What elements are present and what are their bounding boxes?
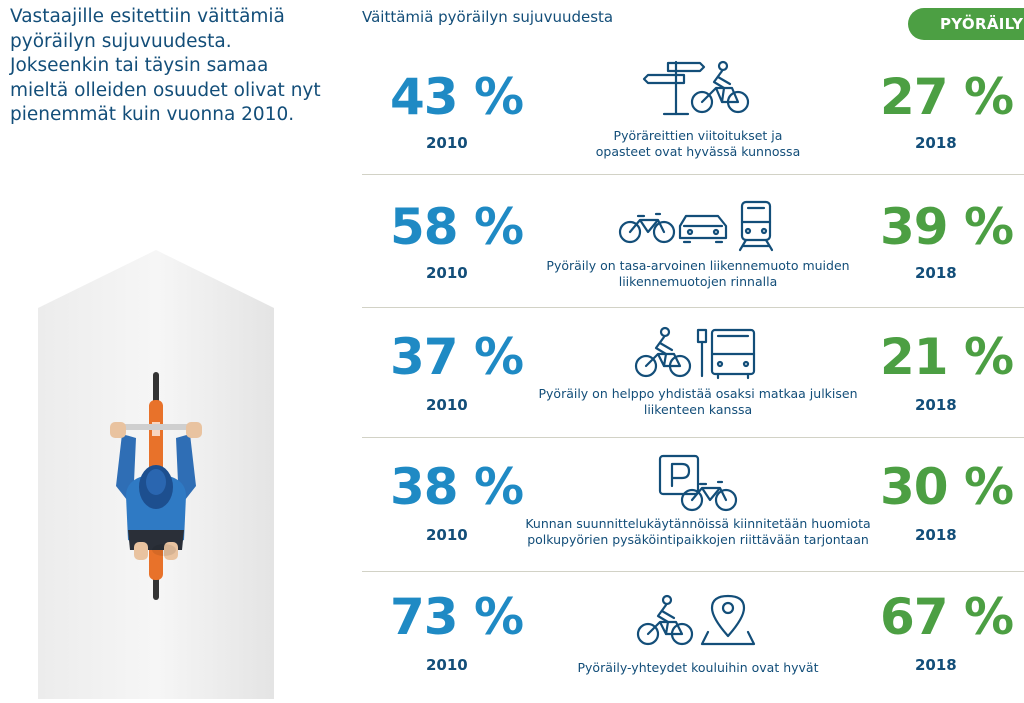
statement-icons [618, 198, 778, 252]
year-2018-label: 2018 [915, 134, 957, 152]
intro-line: Vastaajille esitettiin väittämiä [10, 6, 285, 27]
statement-icons [636, 592, 758, 648]
statement-row: 37 % 2010 Pyöräily on [362, 320, 1024, 435]
cyclist-icon [634, 326, 692, 378]
percent-2018: 21 % [880, 328, 1014, 386]
statement-caption: Kunnan suunnittelukäytännöissä kiinnitet… [522, 516, 874, 548]
parking-icon [658, 454, 700, 496]
category-badge: PYÖRÄILYN [908, 8, 1024, 40]
percent-2010: 73 % [390, 588, 524, 646]
cyclist-icon [690, 60, 750, 114]
intro-line: Jokseenkin tai täysin samaa [10, 55, 269, 76]
statement-caption: Pyöräreittien viitoitukset ja opasteet o… [522, 128, 874, 160]
row-divider [362, 174, 1024, 175]
cyclist-illustration [38, 250, 274, 703]
statement-row: 73 % 2010 Pyöräily-yhteydet kouluihin ov… [362, 582, 1024, 699]
caption-line: liikennemuotojen rinnalla [618, 274, 778, 289]
signpost-icon [642, 60, 706, 116]
year-2018-label: 2018 [915, 656, 957, 674]
statement-caption: Pyöräily on helppo yhdistää osaksi matka… [522, 386, 874, 418]
car-icon [678, 214, 728, 244]
row-divider [362, 571, 1024, 572]
caption-line: Kunnan suunnittelukäytännöissä kiinnitet… [525, 516, 871, 531]
percent-2010: 37 % [390, 328, 524, 386]
percent-2018: 39 % [880, 198, 1014, 256]
year-2010-label: 2010 [426, 396, 468, 414]
caption-line: Pyöräily on helppo yhdistää osaksi matka… [538, 386, 858, 401]
statement-caption: Pyöräily on tasa-arvoinen liikennemuoto … [522, 258, 874, 290]
caption-line: liikenteen kanssa [643, 402, 753, 417]
year-2010-label: 2010 [426, 134, 468, 152]
statement-row: 43 % 2010 Pyöräreittien viitoitukset ja … [362, 58, 1024, 173]
bicycle-icon [618, 212, 676, 244]
intro-line: pyöräilyn sujuvuudesta. [10, 30, 232, 52]
caption-line: Pyöräreittien viitoitukset ja [613, 128, 783, 143]
section-title: Väittämiä pyöräilyn sujuvuudesta [362, 8, 614, 26]
percent-2010: 58 % [390, 198, 524, 256]
intro-line: mieltä olleiden osuudet olivat nyt [10, 79, 321, 101]
location-pin-icon [700, 594, 756, 646]
percent-2018: 67 % [880, 588, 1014, 646]
train-icon [738, 200, 774, 252]
percent-2010: 38 % [390, 458, 524, 516]
statement-row: 58 % 2010 [362, 188, 1024, 306]
statement-row: 38 % 2010 Kunnan suunnittelukäytännöissä… [362, 450, 1024, 568]
year-2010-label: 2010 [426, 526, 468, 544]
statement-caption: Pyöräily-yhteydet kouluihin ovat hyvät [522, 660, 874, 676]
year-2018-label: 2018 [915, 526, 957, 544]
statement-icons [634, 326, 760, 380]
percent-2010: 43 % [390, 68, 524, 126]
year-2010-label: 2010 [426, 264, 468, 282]
intro-line: pienemmät kuin vuonna 2010. [10, 104, 295, 125]
statement-icons [658, 454, 740, 514]
intro-text: Vastaajille esitettiin väittämiä pyöräil… [10, 5, 330, 128]
caption-line: Pyöräily on tasa-arvoinen liikennemuoto … [546, 258, 850, 273]
percent-2018: 27 % [880, 68, 1014, 126]
row-divider [362, 437, 1024, 438]
year-2018-label: 2018 [915, 396, 957, 414]
percent-2018: 30 % [880, 458, 1014, 516]
bicycle-icon [680, 480, 738, 512]
year-2018-label: 2018 [915, 264, 957, 282]
cyclist-icon [636, 594, 694, 646]
row-divider [362, 307, 1024, 308]
caption-line: polkupyörien pysäköintipaikkojen riittäv… [527, 532, 869, 547]
caption-line: opasteet ovat hyvässä kunnossa [595, 144, 801, 159]
bus-stop-icon [696, 328, 756, 380]
caption-line: Pyöräily-yhteydet kouluihin ovat hyvät [577, 660, 819, 675]
year-2010-label: 2010 [426, 656, 468, 674]
statement-icons [642, 58, 752, 116]
